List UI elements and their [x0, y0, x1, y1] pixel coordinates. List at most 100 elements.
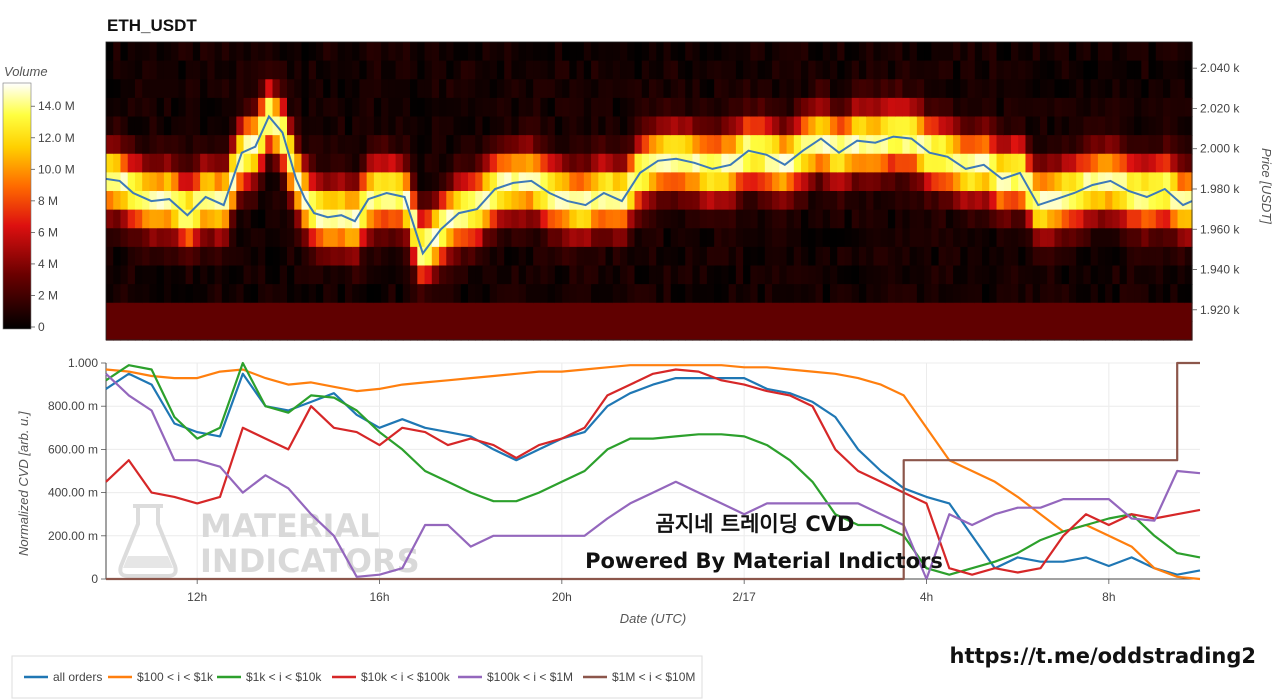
legend-label[interactable]: all orders — [53, 670, 102, 684]
heatmap-cell — [909, 172, 918, 192]
heatmap-cell — [156, 79, 165, 99]
heatmap-cell — [229, 135, 237, 155]
heatmap-cell — [974, 97, 983, 118]
heatmap-cell — [750, 97, 759, 118]
heatmap-cell — [127, 79, 136, 99]
heatmap-cell — [127, 321, 136, 341]
cvd-series-lines — [105, 361, 1201, 581]
heatmap-cell — [446, 265, 455, 285]
heatmap-cell — [1054, 42, 1063, 62]
cvd-x-tick-label: 2/17 — [732, 590, 756, 604]
heatmap-cell — [1090, 246, 1099, 267]
heatmap-cell — [192, 265, 201, 285]
heatmap-cell — [779, 228, 788, 248]
heatmap-cell — [728, 79, 737, 99]
heatmap-cell — [714, 228, 722, 248]
heatmap-cell — [279, 284, 288, 304]
heatmap-cell — [127, 42, 136, 62]
heatmap-cell — [793, 135, 802, 155]
heatmap-cell — [1018, 60, 1027, 80]
heatmap-cell — [605, 97, 614, 118]
heatmap-cell — [750, 302, 759, 322]
heatmap-cell — [373, 228, 382, 248]
heatmap-cell — [938, 246, 947, 267]
heatmap-cell — [431, 284, 440, 304]
heatmap-cell — [634, 228, 643, 248]
heatmap-cell — [699, 209, 708, 229]
heatmap-cell — [547, 246, 556, 267]
heatmap-cell — [1032, 265, 1041, 285]
heatmap-cell — [1148, 42, 1157, 62]
heatmap-cell — [982, 191, 990, 211]
heatmap-cell — [359, 302, 368, 322]
heatmap-cell — [315, 135, 324, 155]
heatmap-cell — [106, 321, 114, 341]
heatmap-cell — [236, 116, 245, 136]
heatmap-cell — [1141, 79, 1150, 99]
heatmap-cell — [772, 97, 780, 118]
channel-url[interactable]: https://t.me/oddstrading2 — [950, 644, 1257, 668]
legend-label[interactable]: $10k < i < $100k — [361, 670, 451, 684]
heatmap-cell — [200, 172, 208, 192]
heatmap-cell — [417, 209, 426, 229]
heatmap-y-tick-label: 1.920 k — [1200, 303, 1240, 317]
heatmap-cell — [1097, 265, 1106, 285]
heatmap-cell — [352, 265, 360, 285]
heatmap-cell — [540, 228, 549, 248]
heatmap-cell — [1170, 79, 1179, 99]
heatmap-cell — [916, 302, 925, 322]
heatmap-cell — [1163, 97, 1171, 118]
heatmap-cell — [887, 191, 896, 211]
heatmap-cell — [439, 191, 447, 211]
heatmap-cell — [887, 209, 896, 229]
heatmap-cell — [446, 42, 455, 62]
heatmap-cell — [786, 153, 795, 173]
heatmap-cell — [453, 172, 462, 192]
heatmap-cell — [591, 228, 599, 248]
heatmap-cell — [967, 60, 976, 80]
heatmap-cell — [808, 228, 817, 248]
heatmap-cell — [417, 60, 426, 80]
heatmap-cell — [1039, 42, 1048, 62]
heatmap-cell — [431, 265, 440, 285]
legend-label[interactable]: $100 < i < $1k — [137, 670, 214, 684]
heatmap-cell — [598, 97, 607, 118]
heatmap-cell — [576, 191, 585, 211]
heatmap-cell — [359, 265, 368, 285]
heatmap-cell — [243, 116, 252, 136]
heatmap-cell — [366, 79, 375, 99]
legend-label[interactable]: $100k < i < $1M — [487, 670, 573, 684]
heatmap-cell — [1047, 116, 1056, 136]
heatmap-cell — [417, 265, 426, 285]
legend-label[interactable]: $1k < i < $10k — [246, 670, 322, 684]
heatmap-cell — [106, 60, 114, 80]
heatmap-cell — [1148, 191, 1157, 211]
heatmap-cell — [192, 135, 201, 155]
heatmap-cell — [431, 191, 440, 211]
legend-label[interactable]: $1M < i < $10M — [612, 670, 695, 684]
heatmap-cell — [344, 42, 353, 62]
heatmap-cell — [1003, 60, 1012, 80]
heatmap-cell — [916, 228, 925, 248]
heatmap-cell — [583, 116, 592, 136]
heatmap-cell — [866, 191, 875, 211]
heatmap-cell — [750, 172, 759, 192]
heatmap-cell — [895, 265, 903, 285]
heatmap-cell — [1068, 209, 1077, 229]
heatmap-cell — [1155, 191, 1164, 211]
heatmap-cell — [489, 60, 498, 80]
heatmap-cell — [496, 284, 505, 304]
heatmap-cell — [352, 228, 360, 248]
heatmap-cell — [757, 153, 766, 173]
heatmap-cell — [851, 116, 860, 136]
heatmap-cell — [250, 135, 259, 155]
heatmap-cell — [953, 209, 961, 229]
heatmap-cell — [243, 321, 252, 341]
heatmap-cell — [1119, 209, 1128, 229]
heatmap-cell — [858, 60, 867, 80]
heatmap-cell — [909, 42, 918, 62]
heatmap-cell — [938, 191, 947, 211]
heatmap-cell — [1097, 135, 1106, 155]
heatmap-cell — [677, 265, 686, 285]
heatmap-cell — [1083, 302, 1092, 322]
